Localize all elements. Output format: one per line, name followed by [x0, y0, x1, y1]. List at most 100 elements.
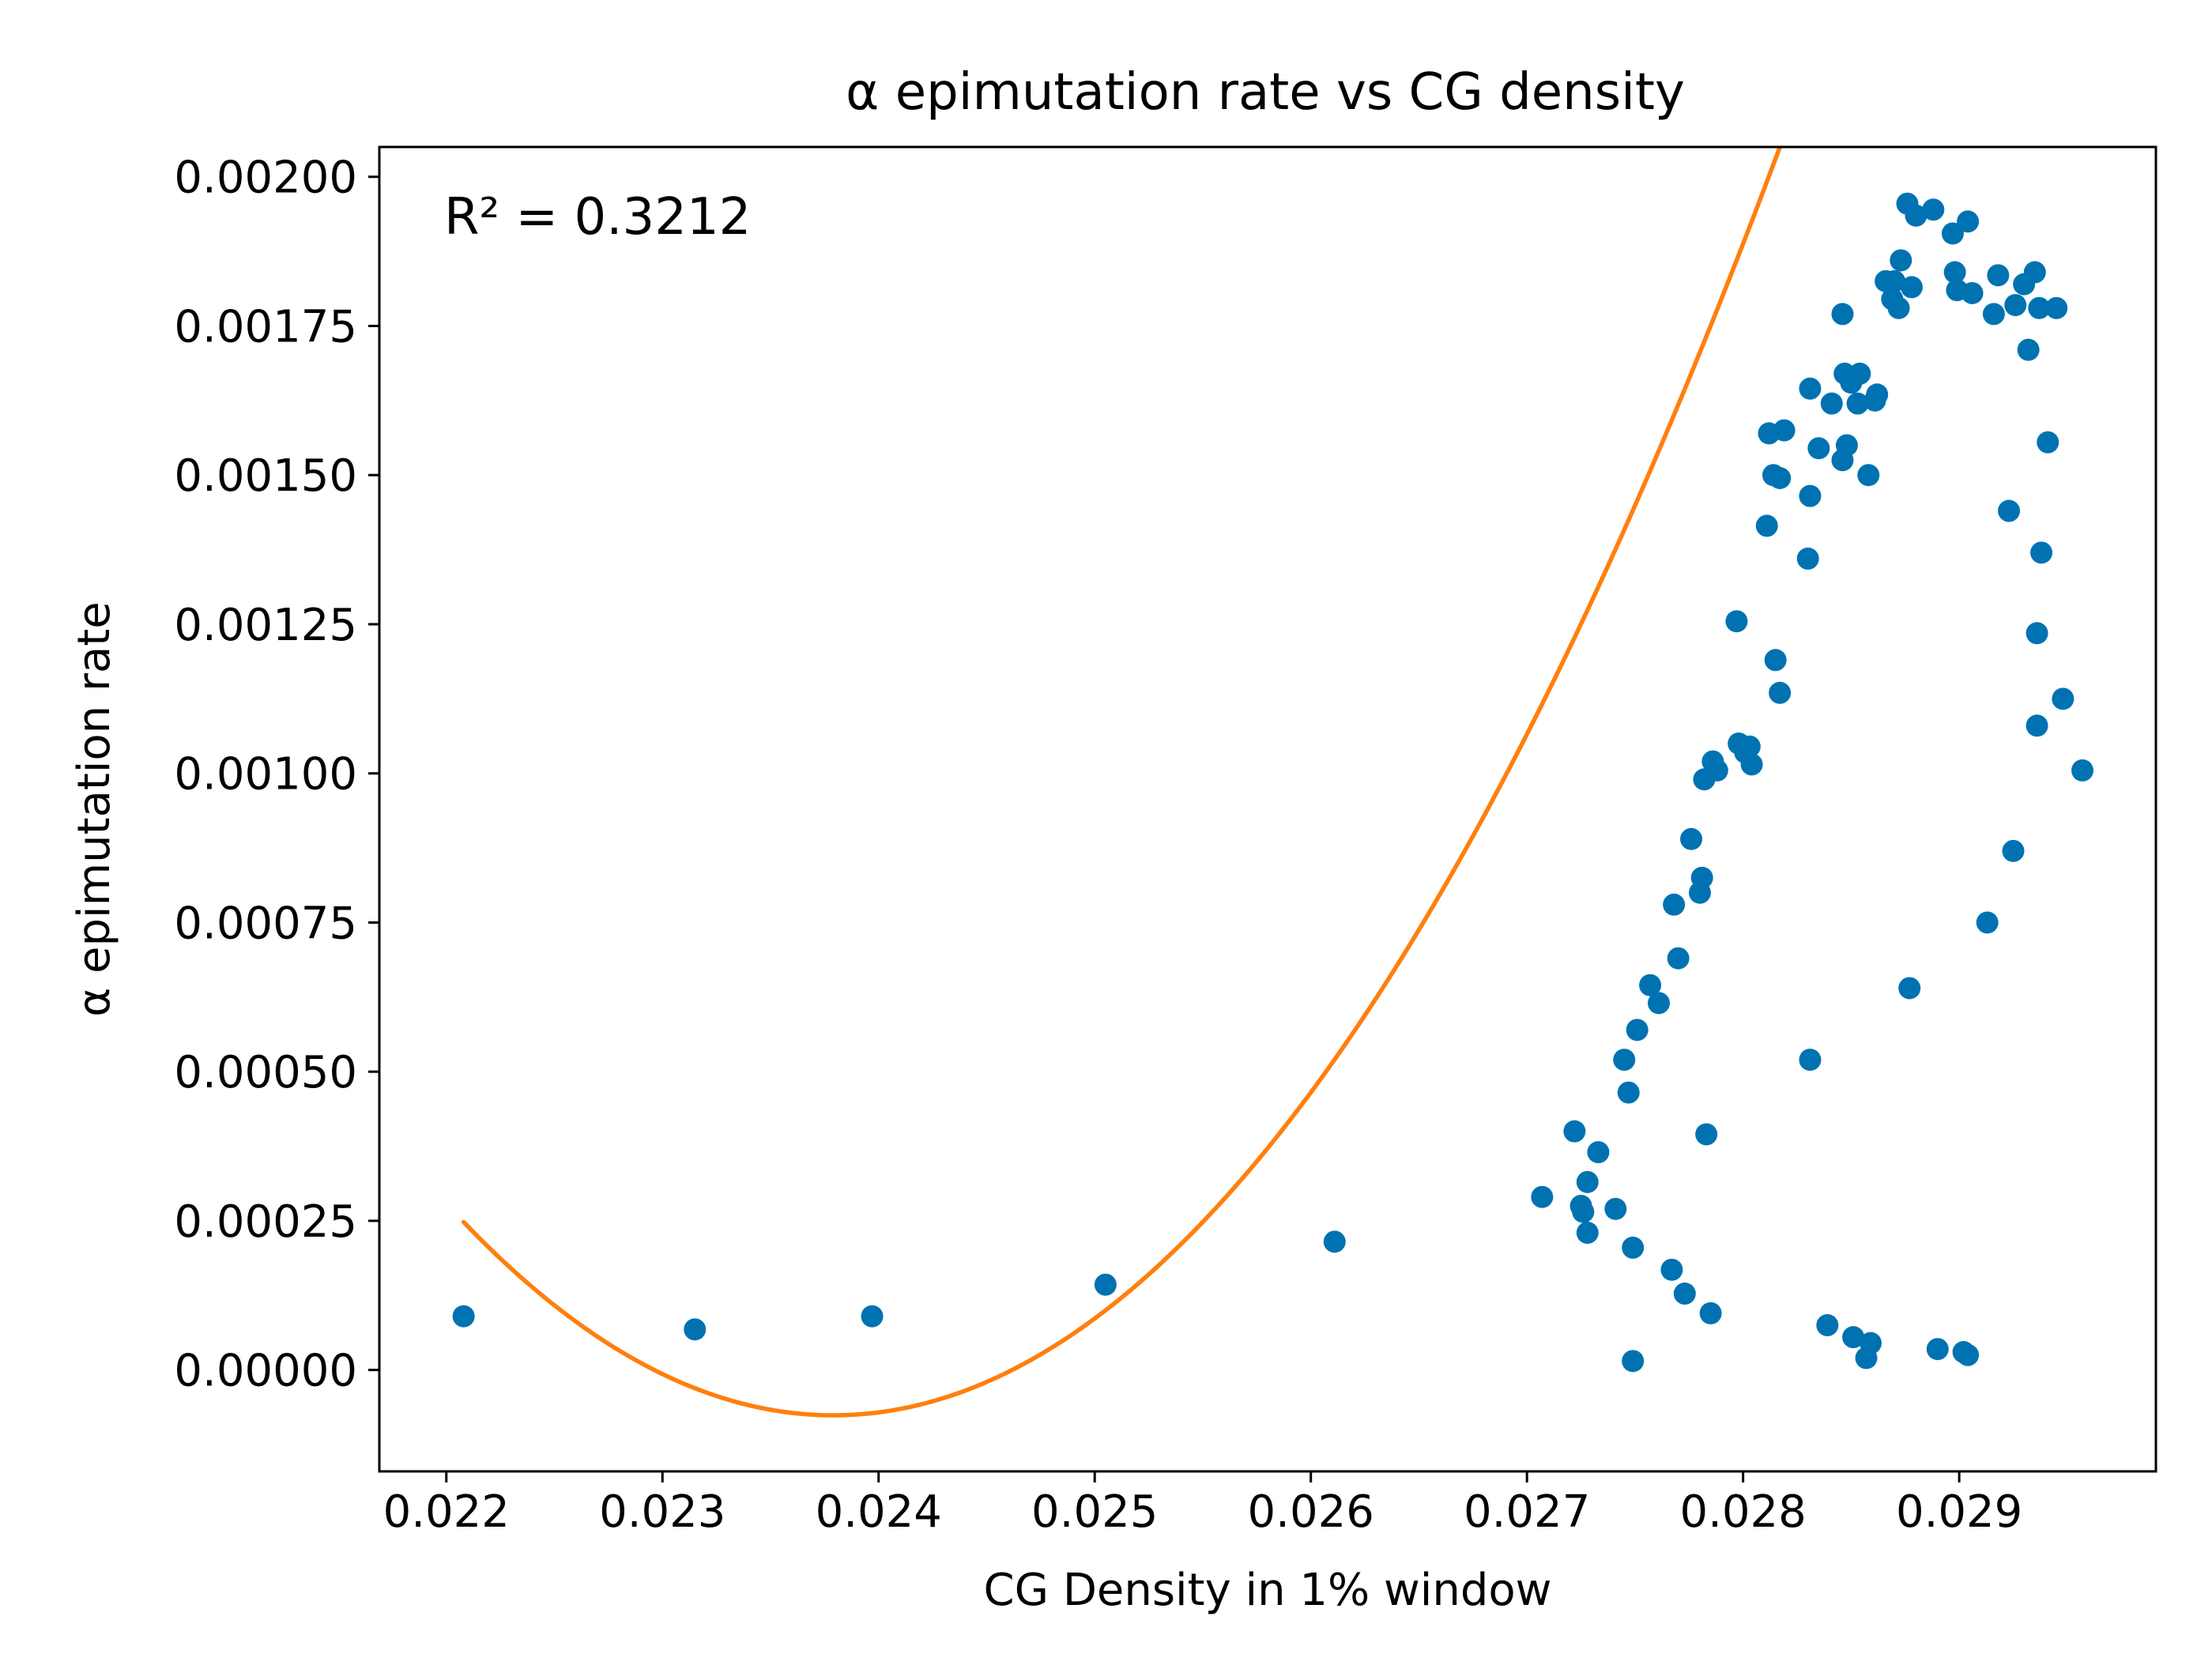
data-point	[861, 1305, 884, 1328]
data-point	[1617, 1081, 1640, 1104]
y-axis-label: α epimutation rate	[69, 601, 120, 1016]
data-point	[1740, 753, 1763, 776]
data-point	[2023, 261, 2046, 284]
data-point	[1957, 210, 1980, 233]
data-point	[1835, 434, 1858, 457]
data-point	[1820, 392, 1843, 415]
data-point	[2030, 541, 2053, 564]
data-point	[2037, 431, 2059, 454]
data-point	[1094, 1273, 1117, 1296]
data-point	[1905, 204, 1927, 227]
data-point	[1898, 977, 1921, 1000]
data-point	[1663, 893, 1686, 916]
data-point	[1531, 1185, 1554, 1208]
data-point	[1604, 1197, 1627, 1220]
data-point	[684, 1318, 707, 1341]
x-tick-label: 0.029	[1896, 1486, 2022, 1538]
data-point	[1626, 1019, 1649, 1042]
data-point	[1695, 1123, 1718, 1146]
data-point	[1860, 1332, 1882, 1354]
plot-area: 0.022 0.023 0.024 0.025 0.026 0.027 0.028 0.029…	[174, 145, 2157, 1538]
data-point	[1673, 1283, 1696, 1305]
data-point	[1773, 419, 1796, 442]
data-point	[1816, 1314, 1839, 1337]
data-point	[1982, 303, 2005, 326]
data-point	[1846, 392, 1869, 415]
data-point	[1699, 1301, 1722, 1324]
data-point	[1943, 261, 1966, 284]
data-point	[1976, 911, 1999, 934]
y-tick-label: 0.00050	[174, 1047, 357, 1098]
data-point	[1576, 1222, 1599, 1245]
data-point	[2071, 759, 2094, 782]
data-point	[1576, 1170, 1599, 1193]
data-point	[1796, 547, 1819, 570]
r-squared-annotation: R² = 0.3212	[444, 188, 751, 247]
y-tick-label: 0.00200	[174, 153, 357, 204]
axes-frame	[378, 145, 2157, 1473]
data-point	[1961, 281, 1984, 304]
y-tick-label: 0.00000	[174, 1346, 357, 1397]
data-point	[2052, 687, 2074, 710]
data-point	[1587, 1141, 1610, 1164]
data-point	[2028, 296, 2051, 319]
data-point	[1799, 377, 1822, 400]
x-tick-label: 0.027	[1464, 1486, 1590, 1538]
data-point	[1848, 362, 1871, 385]
data-point	[1563, 1120, 1586, 1143]
data-point	[1799, 484, 1822, 507]
y-tick-label: 0.00100	[174, 749, 357, 800]
x-tick-label: 0.025	[1031, 1486, 1158, 1538]
x-tick-label: 0.026	[1248, 1486, 1374, 1538]
data-point	[1887, 296, 1910, 319]
data-point	[2004, 294, 2027, 317]
data-point	[1667, 947, 1690, 970]
x-tick-label: 0.022	[383, 1486, 510, 1538]
data-points	[452, 192, 2094, 1373]
y-tick-label: 0.00125	[174, 600, 357, 651]
data-point	[2025, 622, 2048, 645]
data-point	[1647, 992, 1670, 1015]
data-point	[1323, 1230, 1346, 1253]
data-point	[1639, 974, 1662, 996]
data-point	[1890, 249, 1912, 272]
y-tick-label: 0.00075	[174, 898, 357, 949]
y-tick-label: 0.00150	[174, 450, 357, 502]
data-point	[1622, 1236, 1645, 1259]
x-axis-label: CG Density in 1% window	[984, 1565, 1552, 1616]
data-point	[2002, 839, 2025, 862]
data-point	[1807, 437, 1830, 460]
y-tick-label: 0.00025	[174, 1196, 357, 1248]
data-point	[1660, 1258, 1683, 1281]
data-point	[1613, 1049, 1636, 1072]
x-tick-label: 0.024	[816, 1486, 942, 1538]
data-point	[1941, 222, 1964, 245]
x-tick-label: 0.023	[599, 1486, 725, 1538]
data-point	[1769, 467, 1792, 489]
data-point	[1680, 827, 1703, 850]
data-point	[1922, 198, 1945, 221]
data-point	[1725, 610, 1748, 633]
data-point	[1987, 264, 2010, 287]
x-axis-ticks: 0.022 0.023 0.024 0.025 0.026 0.027 0.028 0.029	[383, 1471, 2022, 1538]
data-point	[1842, 1326, 1865, 1349]
data-point	[1799, 1049, 1822, 1072]
data-point	[1900, 276, 1923, 299]
data-point	[1690, 866, 1713, 889]
data-point	[1572, 1200, 1595, 1223]
y-tick-label: 0.00175	[174, 301, 357, 352]
data-point	[2017, 338, 2040, 361]
data-point	[1831, 303, 1854, 326]
x-tick-label: 0.028	[1679, 1486, 1806, 1538]
chart-title: α epimutation rate vs CG density	[846, 63, 1685, 122]
y-axis-ticks: 0.00000 0.00025 0.00050 0.00075 0.00100 0.001…	[174, 153, 379, 1397]
data-point	[1738, 735, 1761, 758]
data-point	[1755, 514, 1778, 537]
data-point	[1764, 649, 1787, 672]
data-point	[2045, 296, 2068, 319]
data-point	[1857, 464, 1880, 487]
data-point	[1622, 1350, 1645, 1373]
data-point	[1866, 383, 1889, 406]
data-point	[452, 1305, 475, 1328]
